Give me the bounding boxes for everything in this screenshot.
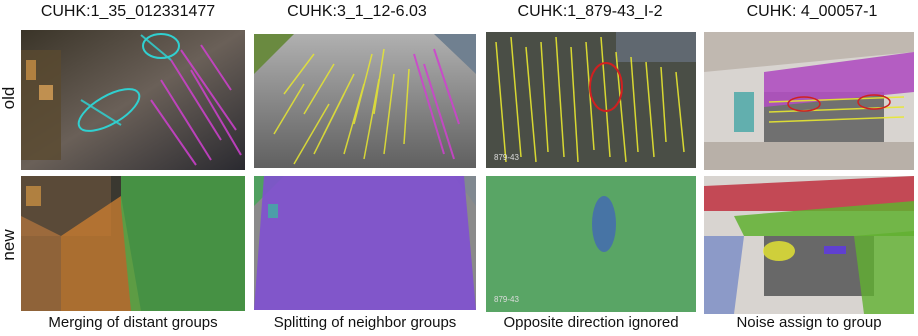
cyan-ellipse-2: [142, 33, 180, 59]
red-ellipse-4a: [787, 96, 821, 112]
column-title-3: CUHK:1_879-43_I-2: [517, 3, 663, 20]
column-title-1: CUHK:1_35_012331477: [40, 3, 216, 20]
panel-old-4: [704, 32, 914, 170]
panel-old-3: 879-43: [486, 32, 696, 168]
caption-2: Splitting of neighbor groups: [273, 314, 457, 331]
row-label-old: old: [0, 86, 18, 110]
frame-label-new: 879-43: [494, 295, 519, 304]
blue-region: [592, 196, 616, 252]
row-label-new: new: [0, 229, 18, 261]
caption-4: Noise assign to group: [736, 314, 882, 331]
panel-new-1: [21, 176, 245, 311]
panel-old-1: [21, 30, 245, 170]
cyan-ellipse-1: [77, 88, 141, 132]
red-ellipse: [589, 62, 623, 112]
column-title-4: CUHK: 4_00057-1: [746, 3, 878, 20]
caption-1: Merging of distant groups: [48, 314, 218, 331]
panel-new-4: [704, 176, 914, 314]
column-title-2: CUHK:3_1_12-6.03: [287, 3, 427, 20]
panel-new-2: [254, 176, 476, 310]
red-ellipse-4b: [857, 94, 891, 110]
caption-3: Opposite direction ignored: [503, 314, 679, 331]
panel-new-3: 879-43: [486, 176, 696, 312]
yellow-region: [763, 241, 795, 261]
frame-label-old: 879-43: [494, 153, 519, 162]
panel-old-2: [254, 34, 476, 168]
